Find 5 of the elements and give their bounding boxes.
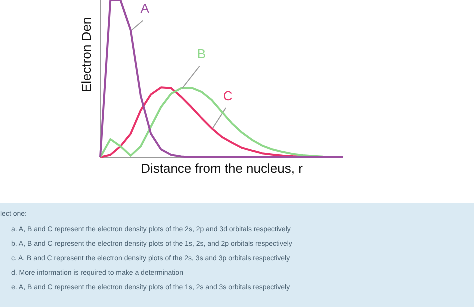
y-axis-title: Electron Den — [79, 17, 94, 92]
x-axis-title: Distance from the nucleus, r — [141, 161, 304, 176]
series-label: A — [140, 1, 150, 16]
text: B — [197, 46, 206, 62]
series-label: C — [223, 88, 233, 104]
